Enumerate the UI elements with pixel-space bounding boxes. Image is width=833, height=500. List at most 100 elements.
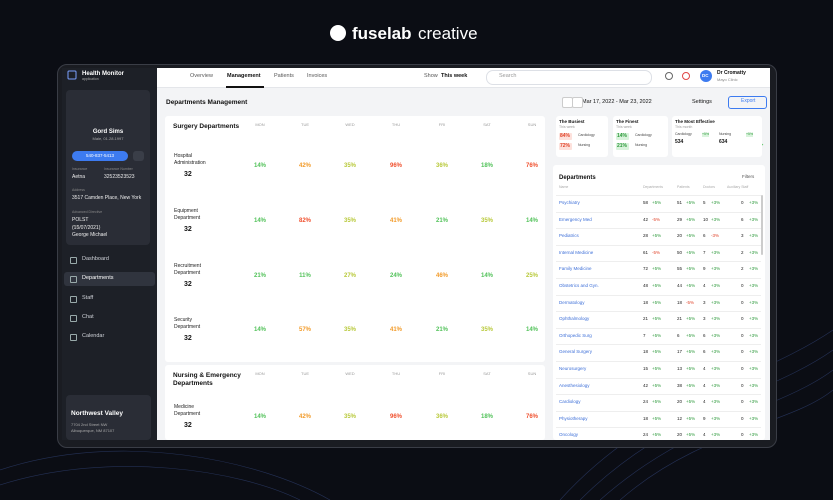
tab-active[interactable]: Management	[227, 73, 261, 79]
cell-value: 4	[703, 366, 706, 371]
cell-value: 2	[741, 249, 744, 255]
help-icon	[665, 72, 673, 80]
department-name[interactable]: Pediatrics	[559, 233, 579, 239]
cell-change: +5%	[686, 415, 696, 421]
stat-name: Cardiology	[635, 133, 652, 137]
nav-item[interactable]: Calendar	[82, 333, 105, 340]
cell-value: 7	[703, 249, 706, 255]
export-label[interactable]: Export	[741, 98, 756, 104]
cell-change: +3%	[711, 299, 721, 305]
cell-value: 6	[677, 332, 680, 338]
department-name[interactable]: General Surgery	[559, 349, 593, 355]
cell-value: 61	[643, 249, 649, 255]
department-name[interactable]: Neurosurgery	[559, 366, 587, 371]
filters-button[interactable]: Filters	[742, 174, 755, 179]
column-header: Departments	[643, 185, 664, 189]
stat-value: 72%	[560, 143, 571, 149]
location-address: 7704 2nd Street NW	[71, 422, 108, 427]
cell-value: 6	[703, 349, 706, 355]
cell-change: +5%	[686, 200, 696, 205]
show-select[interactable]: This week	[441, 73, 468, 79]
cell-value: 0	[741, 432, 744, 438]
cell-value: 21	[677, 316, 683, 322]
tab[interactable]: Patients	[274, 73, 294, 79]
row-divider	[556, 244, 761, 246]
nav-item[interactable]: Departments	[82, 275, 114, 282]
department-name[interactable]: Internal Medicine	[559, 249, 594, 255]
cell-change: +5%	[652, 266, 662, 272]
phone-button[interactable]	[72, 151, 128, 161]
cell-change: +3%	[749, 299, 759, 305]
tab-underline	[226, 86, 264, 88]
cell-change: -5%	[652, 216, 661, 222]
nav-item[interactable]: Staff	[82, 294, 94, 301]
stat-sub: This week	[559, 125, 575, 129]
export-button[interactable]	[728, 96, 767, 109]
day-label: SUN	[527, 371, 537, 376]
cell-value: 10	[703, 216, 709, 222]
department-name[interactable]: Anesthesiology	[559, 382, 590, 388]
phone[interactable]: 540-837-5413	[86, 153, 115, 158]
tab[interactable]: Overview	[190, 73, 213, 79]
cell-value: 72	[643, 266, 649, 272]
column-header: Doctors	[703, 185, 716, 189]
percent-label: 35%	[480, 327, 494, 333]
nav-icon	[70, 276, 77, 284]
stat-badge	[559, 143, 572, 150]
cell-change: +3%	[711, 349, 721, 355]
department-name[interactable]: Cardiology	[559, 399, 581, 405]
location-name: Northwest Valley	[71, 410, 124, 417]
cell-value: 0	[741, 299, 744, 305]
day-label: FRI	[438, 371, 446, 376]
cell-change: +5%	[686, 233, 696, 239]
table-card	[553, 165, 765, 440]
day-label: FRI	[438, 122, 446, 127]
location-city: Albuquerque, NM 87107	[71, 428, 115, 433]
cell-value: 4	[703, 283, 706, 288]
chat-button[interactable]	[133, 151, 144, 161]
department-name[interactable]: Orthopedic Surg	[559, 332, 592, 338]
stat-sub: This month	[675, 125, 693, 129]
cell-change: +5%	[652, 200, 662, 205]
nav-item[interactable]: Chat	[82, 313, 94, 320]
cell-change: +5%	[652, 349, 662, 355]
cell-change: +3%	[749, 266, 759, 272]
department-name[interactable]: Physiotherapy	[559, 415, 588, 421]
row-divider	[556, 228, 761, 229]
row-divider	[556, 394, 761, 395]
department-name[interactable]: Ophthalmology	[559, 316, 590, 322]
department-name[interactable]: Family Medicine	[559, 266, 592, 272]
department-name[interactable]: Psychiatry	[559, 200, 580, 205]
row-count: 32	[184, 335, 192, 342]
percent-label: 96%	[389, 414, 403, 420]
cell-change: +5%	[652, 316, 662, 322]
cell-value: 4	[703, 382, 706, 388]
department-name[interactable]: Dermatology	[559, 299, 585, 305]
stat-sub: This week	[616, 125, 632, 129]
settings-button[interactable]: Settings	[692, 99, 712, 105]
cell-change: +3%	[749, 415, 759, 421]
cell-value: 6	[703, 233, 706, 239]
department-name[interactable]: Emergency Med	[559, 216, 592, 222]
cell-change: +3%	[711, 366, 721, 371]
cell-change: +3%	[711, 415, 721, 421]
row-divider	[556, 377, 761, 379]
cell-value: 17	[677, 349, 683, 355]
tab[interactable]: Invoices	[307, 73, 328, 79]
cell-value: 24	[643, 399, 649, 405]
cell-change: +5%	[686, 366, 696, 371]
cell-change: +5%	[686, 399, 696, 405]
cell-change: +5%	[686, 316, 696, 322]
cell-value: 0	[741, 366, 744, 371]
department-name[interactable]: Obstetrics and Gyn.	[559, 283, 599, 288]
percent-label: 18%	[480, 163, 494, 169]
next-button[interactable]	[572, 97, 583, 108]
search-placeholder[interactable]: Search	[499, 73, 517, 79]
search-box[interactable]	[486, 70, 652, 85]
department-name[interactable]: Oncology	[559, 432, 579, 438]
nav-item[interactable]: Dashboard	[82, 256, 109, 262]
user-sub: Mayo Clinic	[717, 77, 738, 82]
day-label: TUE	[301, 371, 309, 376]
cell-change: +3%	[749, 432, 759, 438]
